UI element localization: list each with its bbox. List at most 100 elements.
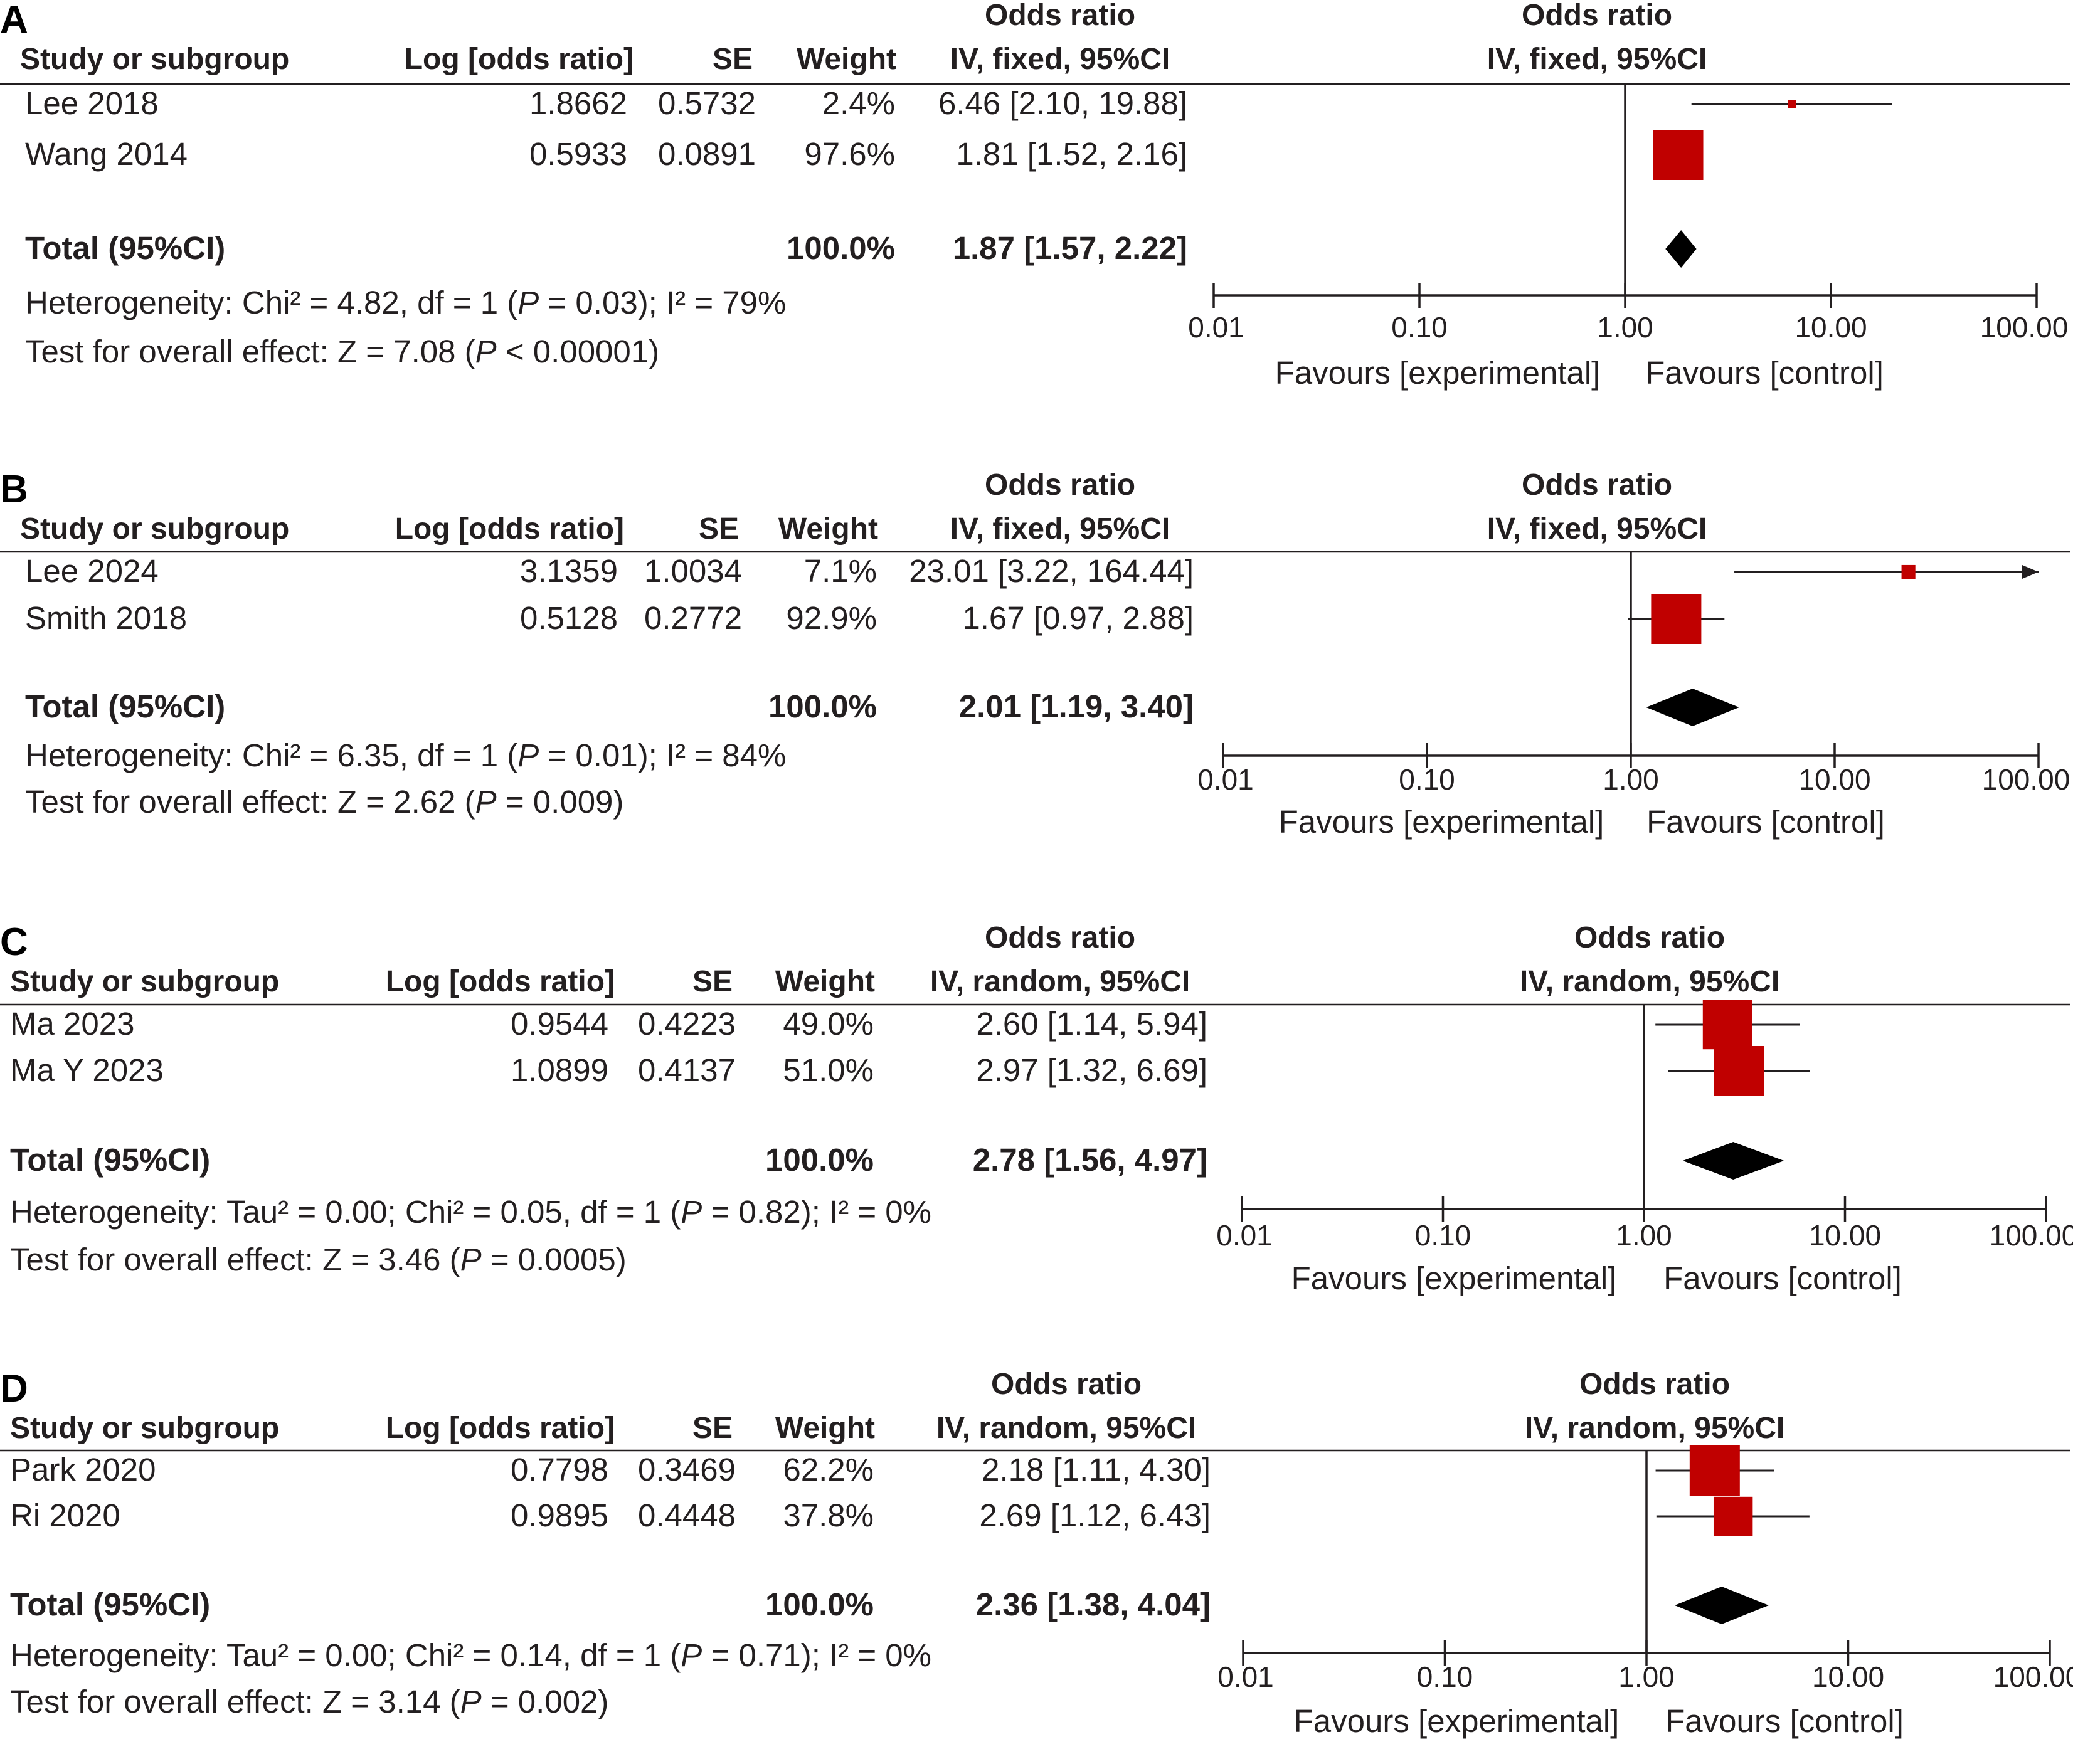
column-header-or-line2: IV, fixed, 95%CI xyxy=(950,43,1170,76)
x-tick-label: 0.10 xyxy=(1417,1661,1473,1693)
ci-arrow xyxy=(2022,565,2039,579)
study-row: Ma 2023 0.9544 0.4223 49.0% 2.60 [1.14, 5.94… xyxy=(10,1000,1800,1050)
favours-left-label: Favours [experimental] xyxy=(1279,804,1604,840)
column-header-log-or: Log [odds ratio] xyxy=(405,43,634,76)
total-label: Total (95%CI) xyxy=(25,230,225,266)
heterogeneity-text: Heterogeneity: Chi² = 4.82, df = 1 (P = … xyxy=(25,285,786,320)
study-name: Wang 2014 xyxy=(25,136,188,172)
column-header-se: SE xyxy=(692,965,733,998)
forest-panel-b: B Odds ratio Odds ratio Study or subgroup Lo… xyxy=(0,468,2070,840)
total-weight: 100.0% xyxy=(787,230,895,266)
study-marker xyxy=(1702,1000,1752,1050)
weight-value: 62.2% xyxy=(783,1452,874,1487)
total-label: Total (95%CI) xyxy=(10,1587,210,1622)
panel-letter: C xyxy=(0,921,28,964)
panel-letter: D xyxy=(0,1367,28,1410)
overall-effect-text: Test for overall effect: Z = 7.08 (P < 0… xyxy=(25,334,659,369)
study-row: Wang 2014 0.5933 0.0891 97.6% 1.81 [1.52, 2.… xyxy=(25,130,1704,180)
total-weight: 100.0% xyxy=(768,689,877,724)
heterogeneity-text: Heterogeneity: Chi² = 6.35, df = 1 (P = … xyxy=(25,737,786,773)
se-value: 0.5732 xyxy=(658,85,756,121)
study-name: Ma Y 2023 xyxy=(10,1052,164,1088)
se-value: 0.4223 xyxy=(638,1006,736,1042)
study-marker xyxy=(1901,564,1916,579)
log-odds-ratio-value: 0.5128 xyxy=(520,600,618,636)
total-weight: 100.0% xyxy=(765,1142,874,1178)
total-label: Total (95%CI) xyxy=(10,1142,210,1178)
column-header-or-line2: IV, fixed, 95%CI xyxy=(950,512,1170,546)
se-value: 0.4448 xyxy=(638,1497,736,1533)
se-value: 0.0891 xyxy=(658,136,756,172)
favours-right-label: Favours [control] xyxy=(1646,804,1885,840)
study-name: Smith 2018 xyxy=(25,600,187,636)
plot-header-line2: IV, random, 95%CI xyxy=(1525,1412,1784,1445)
x-tick-label: 10.00 xyxy=(1795,311,1867,344)
column-header-study: Study or subgroup xyxy=(10,965,279,998)
or-ci-value: 2.69 [1.12, 6.43] xyxy=(979,1497,1211,1533)
total-row: Total (95%CI) 100.0% 1.87 [1.57, 2.22] xyxy=(25,230,1697,268)
study-row: Ma Y 2023 1.0899 0.4137 51.0% 2.97 [1.32, 6.… xyxy=(10,1046,1810,1096)
column-header-log-or: Log [odds ratio] xyxy=(395,512,624,546)
study-name: Lee 2024 xyxy=(25,553,159,589)
panel-letter: B xyxy=(0,468,28,511)
total-or-ci: 1.87 [1.57, 2.22] xyxy=(953,230,1187,266)
total-row: Total (95%CI) 100.0% 2.01 [1.19, 3.40] xyxy=(25,689,1739,726)
favours-left-label: Favours [experimental] xyxy=(1291,1260,1617,1296)
x-tick-label: 0.01 xyxy=(1188,311,1244,344)
total-label: Total (95%CI) xyxy=(25,689,225,724)
log-odds-ratio-value: 0.9895 xyxy=(511,1497,608,1533)
study-name: Park 2020 xyxy=(10,1452,156,1487)
plot-header-line2: IV, fixed, 95%CI xyxy=(1487,512,1707,546)
study-row: Lee 2024 3.1359 1.0034 7.1% 23.01 [3.22, 164… xyxy=(25,553,2039,589)
overall-effect-text: Test for overall effect: Z = 3.14 (P = 0… xyxy=(10,1684,608,1719)
x-tick-label: 10.00 xyxy=(1812,1661,1884,1693)
favours-left-label: Favours [experimental] xyxy=(1294,1703,1620,1739)
x-tick-label: 0.10 xyxy=(1391,311,1448,344)
x-tick-label: 1.00 xyxy=(1616,1219,1672,1252)
total-weight: 100.0% xyxy=(765,1587,874,1622)
log-odds-ratio-value: 0.5933 xyxy=(529,136,627,172)
plot-header-line2: IV, fixed, 95%CI xyxy=(1487,43,1707,76)
study-marker xyxy=(1651,594,1702,644)
plot-header-line2: IV, random, 95%CI xyxy=(1520,965,1779,998)
column-header-study: Study or subgroup xyxy=(10,1412,279,1445)
x-tick-label: 100.00 xyxy=(1990,1219,2073,1252)
log-odds-ratio-value: 1.8662 xyxy=(529,85,627,121)
x-tick-label: 1.00 xyxy=(1618,1661,1675,1693)
se-value: 0.4137 xyxy=(638,1052,736,1088)
column-header-or-line1: Odds ratio xyxy=(985,468,1135,502)
x-tick-label: 1.00 xyxy=(1603,763,1659,796)
column-header-weight: Weight xyxy=(775,965,875,998)
or-ci-value: 1.67 [0.97, 2.88] xyxy=(962,600,1194,636)
column-header-or-line1: Odds ratio xyxy=(985,0,1135,32)
column-header-weight: Weight xyxy=(775,1412,875,1445)
plot-header-line1: Odds ratio xyxy=(1522,468,1672,502)
x-tick-label: 1.00 xyxy=(1597,311,1653,344)
total-row: Total (95%CI) 100.0% 2.36 [1.38, 4.04] xyxy=(10,1587,1769,1624)
or-ci-value: 2.97 [1.32, 6.69] xyxy=(976,1052,1207,1088)
pooled-diamond xyxy=(1674,1587,1769,1624)
overall-effect-text: Test for overall effect: Z = 2.62 (P = 0… xyxy=(25,784,623,820)
column-header-or-line2: IV, random, 95%CI xyxy=(930,965,1190,998)
study-row: Lee 2018 1.8662 0.5732 2.4% 6.46 [2.10, 19.8… xyxy=(25,85,1892,121)
or-ci-value: 2.60 [1.14, 5.94] xyxy=(976,1006,1207,1042)
study-name: Ma 2023 xyxy=(10,1006,134,1042)
forest-panel-d: D Odds ratio Odds ratio Study or subgroup Lo… xyxy=(0,1367,2073,1739)
weight-value: 37.8% xyxy=(783,1497,874,1533)
total-or-ci: 2.78 [1.56, 4.97] xyxy=(973,1142,1207,1178)
favours-right-label: Favours [control] xyxy=(1665,1703,1904,1739)
or-ci-value: 2.18 [1.11, 4.30] xyxy=(982,1452,1211,1487)
study-marker xyxy=(1788,100,1796,108)
weight-value: 51.0% xyxy=(783,1052,874,1088)
plot-header-line1: Odds ratio xyxy=(1574,921,1725,954)
x-tick-label: 0.01 xyxy=(1216,1219,1273,1252)
column-header-se: SE xyxy=(692,1412,733,1445)
column-header-study: Study or subgroup xyxy=(20,43,289,76)
x-tick-label: 100.00 xyxy=(1993,1661,2073,1693)
study-name: Lee 2018 xyxy=(25,85,159,121)
weight-value: 92.9% xyxy=(786,600,877,636)
se-value: 0.3469 xyxy=(638,1452,736,1487)
column-header-weight: Weight xyxy=(778,512,878,546)
column-header-or-line1: Odds ratio xyxy=(991,1368,1142,1401)
overall-effect-text: Test for overall effect: Z = 3.46 (P = 0… xyxy=(10,1242,627,1277)
